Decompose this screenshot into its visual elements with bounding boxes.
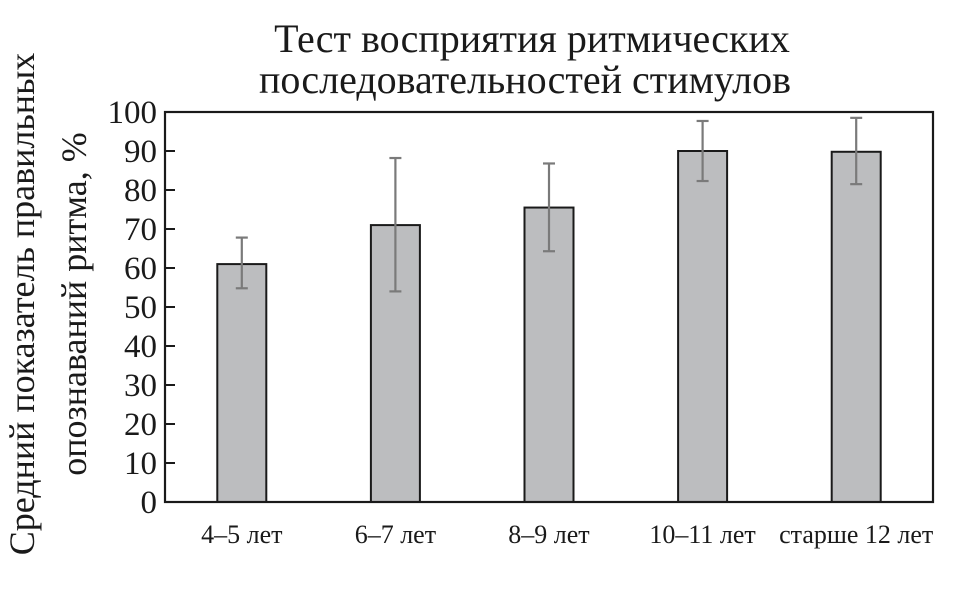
x-tick-label: 4–5 лет: [201, 520, 282, 549]
bars-group: [216, 150, 882, 504]
y-tick-label: 70: [124, 212, 157, 248]
x-tick-label: 8–9 лет: [508, 520, 589, 549]
y-tick-label: 20: [124, 407, 157, 443]
bar: [677, 150, 729, 503]
y-tick-label: 30: [124, 368, 157, 404]
bar: [523, 206, 575, 504]
y-axis-label-line-1: Средний показатель правильных: [2, 53, 42, 556]
x-tick-label: 6–7 лет: [355, 520, 436, 549]
bar: [216, 263, 268, 503]
y-tick-label: 80: [124, 173, 157, 209]
chart-title-line-1: Тест восприятия ритмических: [274, 16, 790, 61]
x-axis-ticks: 4–5 лет 6–7 лет 8–9 лет 10–11 лет старше 12 …: [201, 520, 933, 549]
y-axis-label-line-2: опознаваний ритма, %: [54, 132, 94, 476]
y-tick-label: 60: [124, 251, 157, 287]
y-tick-label: 40: [124, 329, 157, 365]
y-tick-label: 100: [108, 95, 158, 131]
y-tick-label: 0: [141, 485, 158, 521]
y-tick-label: 10: [124, 446, 157, 482]
error-bars-group: [235, 116, 863, 293]
y-tick-label: 90: [124, 134, 157, 170]
plot-frame: [163, 110, 935, 504]
chart-title-line-2: последовательностей стимулов: [259, 57, 791, 102]
x-tick-label: старше 12 лет: [779, 520, 933, 549]
bar: [830, 150, 882, 503]
x-tick-label: 10–11 лет: [649, 520, 755, 549]
y-tick-label: 50: [124, 290, 157, 326]
